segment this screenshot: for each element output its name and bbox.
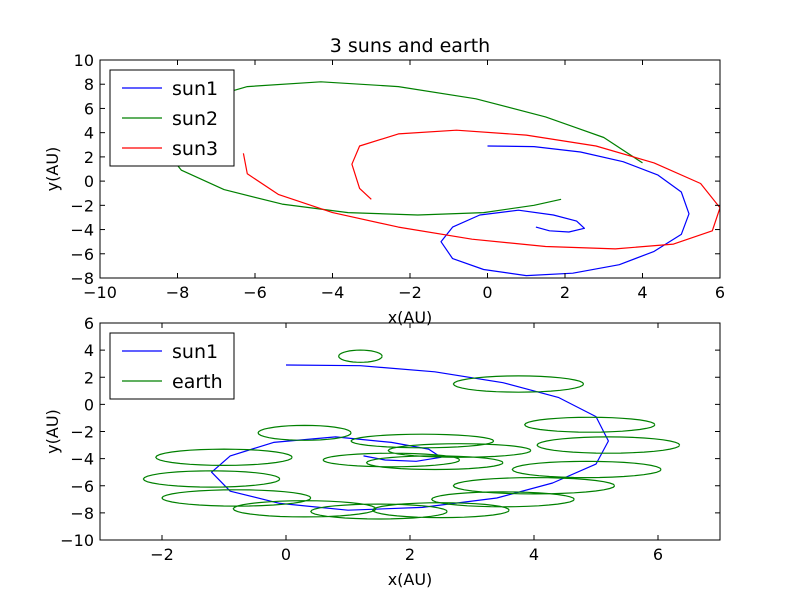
series-line-sun1 — [211, 364, 610, 511]
x-tick-label: −2 — [398, 283, 422, 302]
chart-2: −2 0 2 4 6 −10 −8 −6 −4 −2 0 2 4 6 x(AU) y(AU) sun1 earth — [43, 314, 721, 589]
y-tick-label: −8 — [70, 504, 94, 523]
legend-box — [109, 69, 235, 167]
y-axis-label: y(AU) — [43, 409, 62, 454]
x-tick-label: −8 — [166, 283, 190, 302]
y-tick-label: 4 — [84, 341, 94, 360]
y-axis-label: y(AU) — [43, 147, 62, 192]
x-axis-label: x(AU) — [388, 308, 433, 327]
x-tick-label: −6 — [243, 283, 267, 302]
x-tick-label: 6 — [653, 545, 663, 564]
x-tick-label: −10 — [83, 283, 117, 302]
x-tick-label: 2 — [405, 545, 415, 564]
y-tick-label: 4 — [84, 124, 94, 143]
series-group — [142, 349, 681, 520]
y-tick-label: −10 — [60, 531, 94, 550]
y-tick-label: −4 — [70, 450, 94, 469]
legend-label-earth: earth — [172, 371, 223, 393]
y-tick-label: −6 — [70, 245, 94, 264]
y-tick-label: 0 — [84, 172, 94, 191]
x-tick-label: 2 — [560, 283, 570, 302]
legend-box — [109, 332, 235, 400]
y-tick-label: −2 — [70, 423, 94, 442]
series-line-sun3 — [242, 129, 720, 250]
legend-label-sun3: sun3 — [172, 138, 218, 160]
series-group — [161, 81, 720, 277]
y-tick-label: 6 — [84, 314, 94, 333]
series-line-earth — [142, 349, 681, 520]
legend: sun1 earth — [109, 332, 235, 400]
x-tick-label: 4 — [529, 545, 539, 564]
y-tick-label: −4 — [70, 221, 94, 240]
y-tick-label: 10 — [74, 51, 94, 70]
x-tick-label: 4 — [637, 283, 647, 302]
y-tick-label: −2 — [70, 196, 94, 215]
x-tick-label: 0 — [281, 545, 291, 564]
y-tick-label: 2 — [84, 368, 94, 387]
x-axis-label: x(AU) — [388, 570, 433, 589]
x-tick-label: −2 — [150, 545, 174, 564]
y-tick-label: 0 — [84, 395, 94, 414]
y-tick-label: 2 — [84, 148, 94, 167]
x-tick-label: −4 — [321, 283, 345, 302]
legend: sun1 sun2 sun3 — [109, 69, 235, 167]
legend-label-sun1: sun1 — [172, 78, 218, 100]
y-tick-label: −8 — [70, 269, 94, 288]
y-tick-label: 6 — [84, 99, 94, 118]
x-tick-label: 6 — [715, 283, 725, 302]
y-tick-label: −6 — [70, 477, 94, 496]
chart-title: 3 suns and earth — [330, 35, 490, 57]
chart-1: −10 −8 −6 −4 −2 0 2 4 6−8−6−4−20246810x(AU)y(AU)… — [43, 35, 725, 327]
series-line-sun1 — [440, 145, 690, 277]
y-tick-label: 8 — [84, 75, 94, 94]
legend-label-sun1: sun1 — [172, 341, 218, 363]
x-tick-label: 0 — [482, 283, 492, 302]
legend-label-sun2: sun2 — [172, 108, 218, 130]
